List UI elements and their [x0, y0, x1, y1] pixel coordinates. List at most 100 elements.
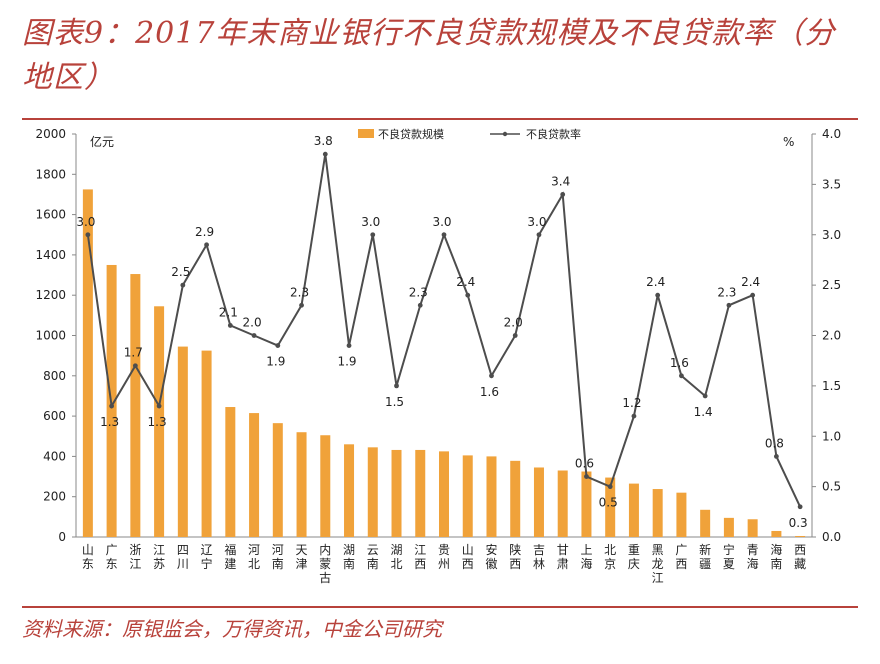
rate-point	[607, 484, 613, 490]
category-label: 北京	[604, 543, 616, 571]
y-right-tick-label: 3.5	[822, 177, 841, 191]
rate-point	[394, 383, 399, 389]
rate-point	[417, 302, 423, 308]
category-label: 福建	[224, 542, 236, 571]
rate-label: 0.3	[789, 516, 808, 530]
rate-label: 0.6	[575, 457, 594, 471]
bar	[557, 470, 568, 537]
bar	[652, 489, 663, 537]
legend-bar-swatch	[358, 129, 374, 138]
rate-label: 2.3	[717, 285, 736, 299]
rate-label: 2.3	[409, 285, 428, 299]
rate-point	[536, 232, 542, 238]
rate-point	[251, 333, 257, 338]
category-label: 贵州	[438, 543, 450, 571]
bar	[296, 432, 307, 537]
rate-label: 1.3	[148, 415, 167, 429]
rate-label: 3.0	[361, 215, 380, 229]
bar	[533, 467, 544, 537]
bar	[82, 189, 93, 537]
bar	[225, 407, 236, 537]
y-left-tick-label: 200	[43, 490, 66, 504]
category-label: 广西	[675, 543, 687, 571]
y-left-tick-label: 1400	[35, 248, 66, 262]
rate-point	[726, 302, 732, 308]
category-label: 海南	[770, 542, 782, 571]
rate-point	[773, 454, 779, 459]
bar	[462, 455, 473, 537]
source-note: 资料来源：原银监会，万得资讯，中金公司研究	[22, 617, 442, 641]
rate-label: 3.0	[76, 215, 95, 229]
category-label: 天津	[296, 543, 308, 571]
category-label: 山西	[462, 543, 474, 571]
bottom-divider	[22, 606, 858, 608]
legend: 不良贷款规模 不良贷款率	[358, 127, 581, 141]
rate-label: 2.9	[195, 225, 214, 239]
legend-line-label: 不良贷款率	[526, 127, 581, 141]
bar	[676, 492, 687, 537]
category-label: 湖北	[391, 542, 403, 571]
rate-point	[750, 292, 756, 298]
y-left-unit-label: 亿元	[90, 134, 114, 149]
category-label: 上海	[580, 543, 592, 571]
category-label: 内蒙古	[319, 543, 331, 585]
category-label: 河南	[272, 543, 284, 571]
y-left-tick-label: 800	[43, 369, 66, 383]
bar	[249, 413, 260, 537]
rate-point	[85, 232, 91, 238]
bar	[415, 449, 426, 537]
rate-label: 2.1	[219, 305, 238, 319]
rate-line-series	[85, 151, 803, 510]
rate-label: 1.6	[670, 356, 689, 370]
bar	[486, 456, 497, 537]
rate-label: 1.4	[694, 405, 713, 419]
category-label: 江西	[414, 543, 426, 571]
bar	[439, 451, 449, 537]
rate-point	[227, 323, 233, 328]
rate-label: 3.0	[432, 215, 451, 229]
rate-label: 2.5	[171, 265, 190, 279]
rate-label: 1.3	[100, 415, 119, 429]
bar-series	[82, 189, 806, 537]
rate-point	[370, 232, 376, 238]
rate-point	[679, 373, 684, 379]
rate-point	[584, 474, 589, 479]
rate-label: 2.0	[243, 316, 262, 330]
bar	[177, 346, 188, 537]
rate-point	[702, 393, 708, 399]
rate-point	[512, 333, 518, 338]
y-right-tick-label: 2.0	[822, 329, 841, 343]
bar	[510, 460, 521, 537]
category-label: 安徽	[485, 542, 497, 571]
page-title: 图表9：2017年末商业银行不良贷款规模及不良贷款率（分地区）	[22, 16, 836, 95]
y-left-tick-label: 0	[58, 530, 66, 544]
bar	[272, 423, 283, 537]
bar	[795, 535, 806, 537]
legend-line-marker	[502, 131, 508, 137]
y-left-tick-label: 1600	[35, 208, 66, 222]
bar	[628, 483, 639, 537]
category-label: 甘肃	[557, 543, 569, 571]
category-label: 青海	[747, 543, 759, 571]
y-right-unit-label: %	[783, 135, 794, 149]
rate-label: 1.9	[337, 355, 356, 369]
rate-point	[441, 232, 447, 238]
rate-label: 3.4	[551, 174, 570, 188]
y-left-tick-label: 400	[43, 449, 66, 463]
rate-point	[560, 192, 566, 197]
y-left-tick-label: 1000	[35, 329, 66, 343]
rate-point	[156, 403, 162, 409]
bar	[747, 519, 758, 537]
rate-label: 2.3	[290, 285, 309, 299]
rate-label: 3.8	[314, 134, 333, 148]
bar	[201, 350, 212, 537]
rate-data-labels: 3.0 1.3 1.7 1.3 2.5 2.9 2.1 2.0 1.9 2.3 3.8 1.9 3.0 1…	[76, 134, 807, 530]
chart-axes: 0 200 400 600 800 1000 1200 1400 1600 1800 2000 0.0…	[35, 127, 841, 544]
y-right-tick-label: 4.0	[822, 127, 841, 141]
bar	[771, 530, 782, 537]
rate-point	[797, 504, 803, 510]
y-left-tick-label: 1200	[35, 288, 66, 302]
y-left-tick-label: 1800	[35, 167, 66, 181]
rate-point	[322, 151, 328, 157]
